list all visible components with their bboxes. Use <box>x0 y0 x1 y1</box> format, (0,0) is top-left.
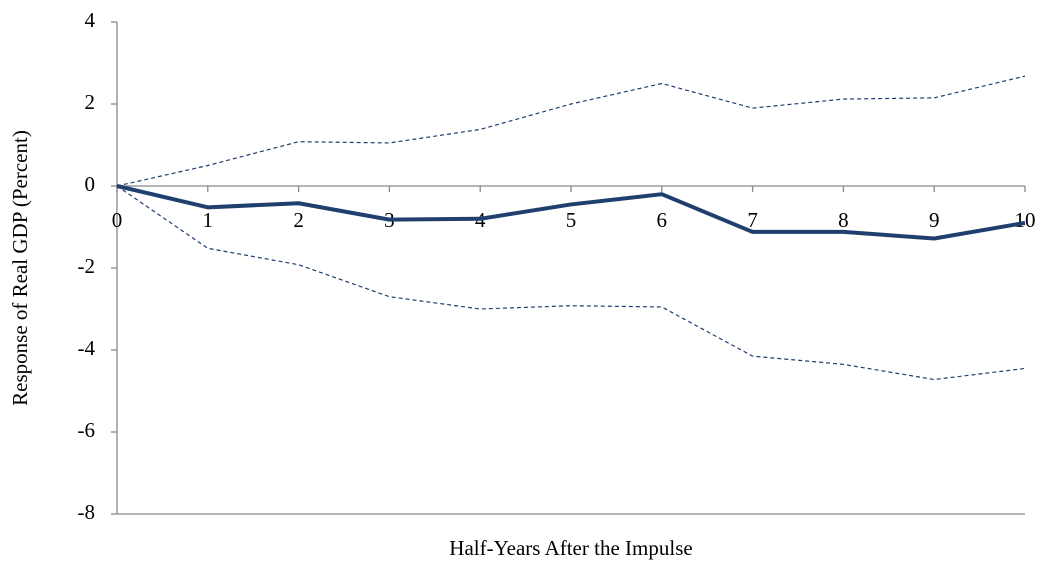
x-tick-label: 10 <box>1015 208 1036 232</box>
response-line <box>116 184 1026 241</box>
y-tick-label: 2 <box>85 90 96 114</box>
x-tick-label: 5 <box>566 208 577 232</box>
y-tick-label: 4 <box>85 8 96 32</box>
y-tick-label: -6 <box>78 418 96 442</box>
x-tick-label: 8 <box>838 208 849 232</box>
x-axis-label: Half-Years After the Impulse <box>449 536 692 560</box>
x-tick-label: 2 <box>293 208 304 232</box>
band-line <box>116 185 1026 381</box>
band-line <box>116 75 1026 187</box>
x-tick-label: 7 <box>747 208 758 232</box>
y-tick-label: -4 <box>78 336 96 360</box>
x-tick-label: 6 <box>657 208 668 232</box>
x-tick-label: 1 <box>203 208 214 232</box>
x-tick-label: 9 <box>929 208 940 232</box>
y-axis-label: Response of Real GDP (Percent) <box>8 130 32 406</box>
x-tick-label: 0 <box>112 208 123 232</box>
y-tick-label: 0 <box>85 172 96 196</box>
y-tick-label: -8 <box>78 500 96 524</box>
y-tick-label: -2 <box>78 254 96 278</box>
